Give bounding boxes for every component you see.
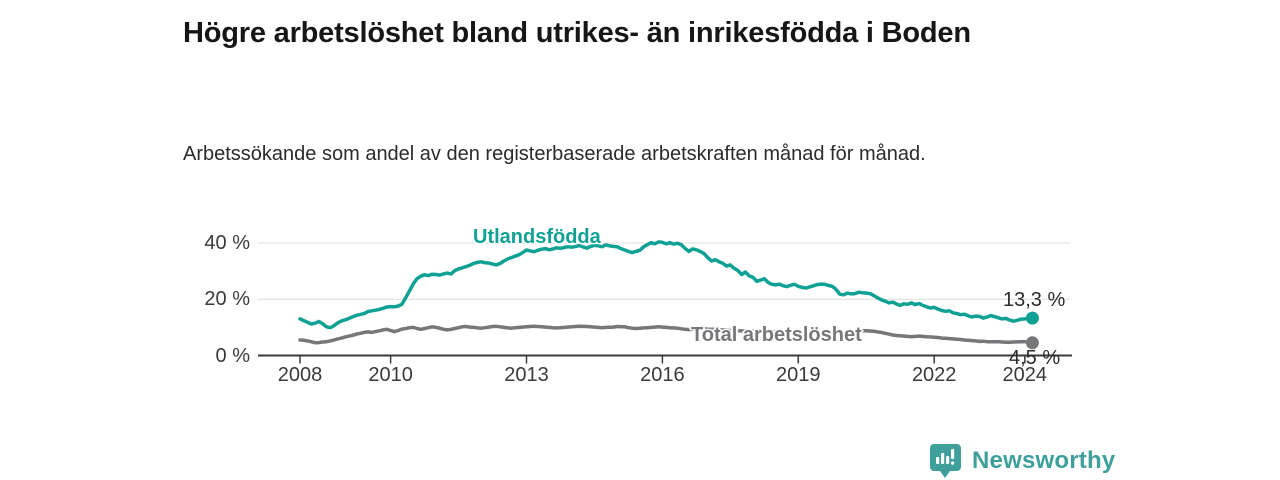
end-value-label-utlandsfodda: 13,3 % <box>1003 289 1066 311</box>
x-axis-label-2013: 2013 <box>504 364 549 386</box>
x-axis-label-2024: 2024 <box>1002 364 1048 386</box>
series-line-utlandsfodda <box>298 240 1035 330</box>
y-axis-label-40: 40 % <box>204 232 250 254</box>
newsworthy-chart-bubble-icon <box>930 444 961 478</box>
x-axis-label-2008: 2008 <box>277 364 323 386</box>
y-axis-label-0: 0 % <box>215 344 250 367</box>
x-axis-label-2016: 2016 <box>640 364 685 386</box>
page-subtitle: Arbetssökande som andel av den registerb… <box>183 143 926 165</box>
series-end-dot-total <box>1025 336 1039 350</box>
series-end-dot-utlandsfodda <box>1025 311 1039 325</box>
series-label-utlandsfodda: Utlandsfödda <box>473 226 601 248</box>
page-title: Högre arbetslöshet bland utrikes- än inr… <box>183 17 971 50</box>
newsworthy-logo: Newsworthy <box>930 444 1115 478</box>
y-axis-label-20: 20 % <box>204 288 250 311</box>
newsworthy-logo-text: Newsworthy <box>972 447 1116 474</box>
series-label-total-arbetsloshet: Total arbetslöshet <box>691 324 862 346</box>
series-line-total <box>298 324 1035 345</box>
x-axis-label-2010: 2010 <box>368 364 413 386</box>
x-axis-label-2022: 2022 <box>911 364 957 386</box>
x-axis-label-2019: 2019 <box>776 364 821 386</box>
end-value-label-total-arbetsloshet: 4,5 % <box>1009 347 1061 369</box>
